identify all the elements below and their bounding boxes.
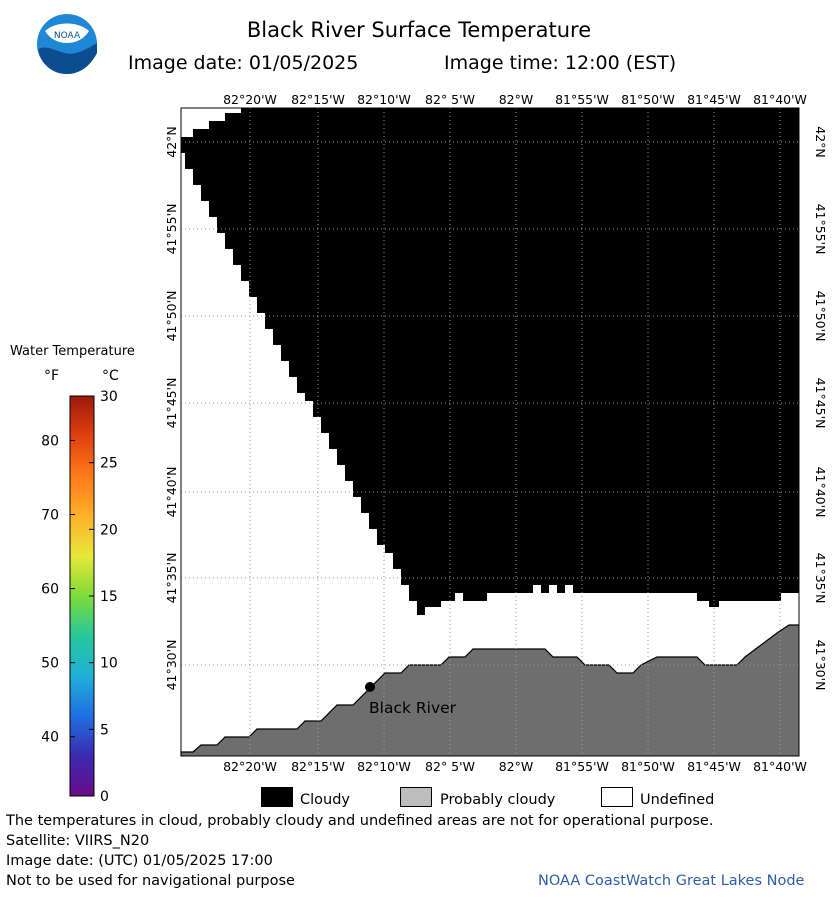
- c-tick-label: 10: [100, 656, 118, 672]
- legend-undefined-swatch: [601, 787, 633, 807]
- f-tick-label: 40: [41, 730, 59, 746]
- satellite-text: Satellite: VIIRS_N20: [6, 833, 150, 849]
- map-frame: [180, 107, 800, 757]
- lat-label-left: 41°50'N: [164, 291, 179, 342]
- cloudy-region: [181, 108, 799, 615]
- lat-label-right: 41°55'N: [813, 204, 828, 255]
- lon-label-top: 81°45'W: [687, 92, 741, 107]
- lat-label-right: 41°50'N: [813, 291, 828, 342]
- markers: Black River: [365, 682, 457, 717]
- lat-label-right: 41°40'N: [813, 467, 828, 518]
- legend-cloudy-swatch: [261, 787, 293, 807]
- lon-label-top: 82°10'W: [357, 92, 411, 107]
- noaa-logo: NOAA: [37, 14, 97, 74]
- c-tick-label: 25: [100, 456, 118, 472]
- lat-label-right: 41°45'N: [813, 378, 828, 429]
- colorbar-unit-f: °F: [44, 368, 60, 384]
- legend-undefined-label: Undefined: [640, 792, 715, 808]
- lon-label-bottom: 81°45'W: [687, 759, 741, 774]
- lon-label-top: 82°15'W: [291, 92, 345, 107]
- lat-label-right: 41°30'N: [813, 640, 828, 691]
- lon-label-bottom: 82°15'W: [291, 759, 345, 774]
- c-tick-label: 20: [100, 522, 118, 538]
- lon-label-bottom: 82° 5'W: [425, 759, 475, 774]
- lat-label-left: 42°N: [164, 126, 179, 158]
- lat-label-left: 41°45'N: [164, 378, 179, 429]
- lon-label-top: 82° 5'W: [425, 92, 475, 107]
- f-tick-label: 50: [41, 656, 59, 672]
- lat-label-left: 41°35'N: [164, 553, 179, 604]
- lon-label-top: 81°55'W: [555, 92, 609, 107]
- map-grid: [180, 107, 800, 757]
- utc-date-text: Image date: (UTC) 01/05/2025 17:00: [6, 853, 273, 869]
- lon-label-bottom: 81°50'W: [621, 759, 675, 774]
- image-date: Image date: 01/05/2025: [128, 52, 359, 74]
- lon-label-top: 81°40'W: [753, 92, 807, 107]
- c-tick-label: 0: [100, 789, 109, 805]
- legend-cloudy-label: Cloudy: [300, 792, 350, 808]
- lon-label-bottom: 82°20'W: [223, 759, 277, 774]
- disclaimer-text: The temperatures in cloud, probably clou…: [6, 813, 714, 829]
- tick-labels: 82°20'W 82°20'W 82°15'W 82°15'W 82°10'W 82°10…: [164, 92, 828, 774]
- image-time: Image time: 12:00 (EST): [444, 52, 677, 74]
- lon-label-top: 82°20'W: [223, 92, 277, 107]
- lat-label-left: 41°40'N: [164, 467, 179, 518]
- c-tick-label: 30: [100, 389, 118, 405]
- lat-label-right: 41°35'N: [813, 553, 828, 604]
- lat-label-left: 41°30'N: [164, 640, 179, 691]
- map-title: Black River Surface Temperature: [246, 18, 592, 42]
- lon-label-bottom: 81°55'W: [555, 759, 609, 774]
- lon-label-bottom: 82°10'W: [357, 759, 411, 774]
- lat-label-right: 42°N: [813, 126, 828, 158]
- lon-label-bottom: 81°40'W: [753, 759, 807, 774]
- logo-text: NOAA: [54, 31, 81, 41]
- map-shapes: [180, 108, 799, 756]
- legend-probably-cloudy-swatch: [400, 787, 432, 807]
- nav-warning-text: Not to be used for navigational purpose: [6, 873, 295, 889]
- f-tick-label: 70: [41, 508, 59, 524]
- legend-probably-cloudy-label: Probably cloudy: [440, 792, 556, 808]
- land-region: [181, 625, 799, 756]
- c-tick-label: 5: [100, 722, 109, 738]
- credit-text: NOAA CoastWatch Great Lakes Node: [538, 873, 805, 889]
- f-tick-label: 60: [41, 582, 59, 598]
- lon-label-top: 81°50'W: [621, 92, 675, 107]
- lon-label-top: 82°W: [499, 92, 534, 107]
- colorbar-unit-c: °C: [102, 368, 119, 384]
- colorbar-title: Water Temperature: [10, 344, 135, 359]
- black-river-label: Black River: [369, 699, 457, 717]
- lon-label-bottom: 82°W: [499, 759, 534, 774]
- black-river-marker: [365, 682, 375, 692]
- f-tick-label: 80: [41, 433, 59, 449]
- c-tick-label: 15: [100, 589, 118, 605]
- lat-label-left: 41°55'N: [164, 204, 179, 255]
